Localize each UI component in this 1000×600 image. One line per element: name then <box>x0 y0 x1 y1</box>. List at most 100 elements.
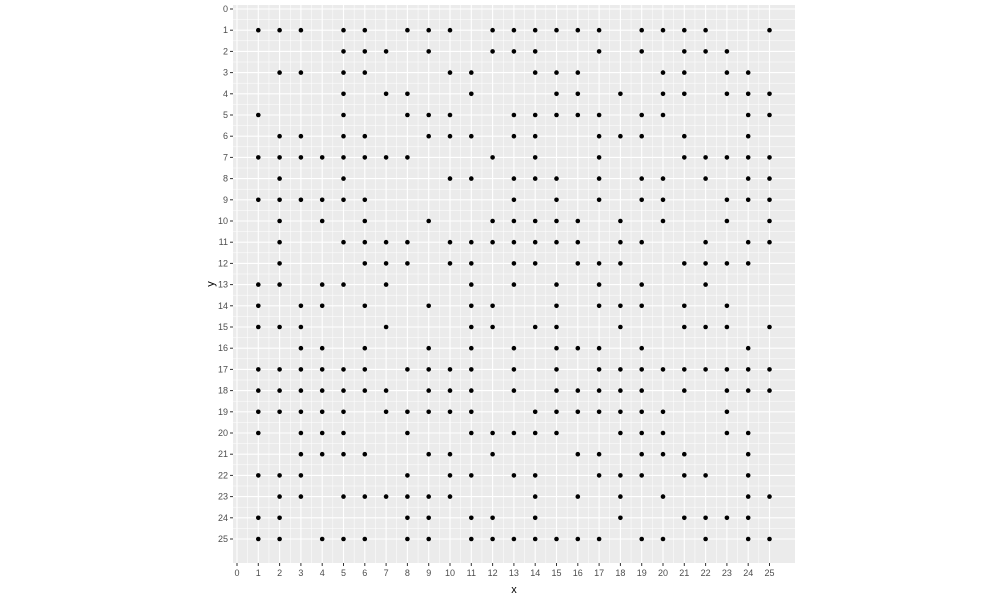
data-point <box>596 345 602 351</box>
data-point <box>532 239 538 245</box>
x-tick-label: 8 <box>405 568 410 578</box>
data-point <box>767 176 772 181</box>
y-tick-label: 22 <box>218 470 228 480</box>
data-point <box>703 515 708 521</box>
x-tick-label: 0 <box>234 568 239 578</box>
data-point <box>639 49 644 54</box>
y-tick-label: 25 <box>218 534 228 544</box>
data-point <box>596 261 602 266</box>
data-point <box>405 473 410 478</box>
data-point <box>341 451 346 457</box>
data-point <box>298 494 304 499</box>
data-point <box>596 409 602 415</box>
data-point <box>532 536 538 542</box>
y-tick-label: 15 <box>218 322 228 332</box>
y-tick-label: 0 <box>223 4 228 14</box>
data-point <box>660 367 666 372</box>
x-tick-label: 6 <box>362 568 367 578</box>
data-point <box>682 133 687 139</box>
x-tick-label: 9 <box>426 568 431 578</box>
data-point <box>724 91 730 97</box>
data-point <box>554 367 559 372</box>
data-point <box>362 451 368 457</box>
data-point <box>255 155 261 160</box>
data-point <box>767 91 772 97</box>
data-point <box>554 345 559 351</box>
data-point <box>426 303 432 309</box>
x-tick-label: 2 <box>277 568 282 578</box>
data-point <box>298 473 304 478</box>
data-point <box>426 536 432 542</box>
data-point <box>490 49 495 54</box>
data-point <box>767 155 772 160</box>
data-point <box>575 239 581 245</box>
data-point <box>618 239 623 245</box>
data-point <box>724 388 730 393</box>
data-point <box>639 388 644 393</box>
data-point <box>341 367 346 372</box>
data-point <box>405 239 410 245</box>
data-point <box>532 515 538 521</box>
data-point <box>298 27 304 33</box>
y-tick-label: 3 <box>223 68 228 78</box>
data-point <box>639 176 644 181</box>
data-point <box>618 218 623 224</box>
data-point <box>426 133 432 139</box>
data-point <box>469 345 474 351</box>
data-point <box>618 409 623 415</box>
data-point <box>490 239 495 245</box>
data-point <box>298 430 304 436</box>
data-point <box>703 239 708 245</box>
data-point <box>703 155 708 160</box>
data-point <box>554 239 559 245</box>
data-point <box>745 91 751 97</box>
data-point <box>383 155 389 160</box>
data-point <box>469 282 474 287</box>
data-point <box>277 176 282 181</box>
data-point <box>554 282 559 287</box>
data-point <box>703 49 708 54</box>
data-point <box>255 430 261 436</box>
data-point <box>341 176 346 181</box>
data-point <box>532 112 538 118</box>
data-point <box>660 176 666 181</box>
data-point <box>319 536 325 542</box>
data-point <box>319 409 325 415</box>
data-point <box>469 367 474 372</box>
data-point <box>554 303 559 309</box>
data-point <box>703 473 708 478</box>
data-point <box>490 218 495 224</box>
data-point <box>447 367 453 372</box>
data-point <box>362 49 368 54</box>
y-tick-label: 19 <box>218 407 228 417</box>
data-point <box>639 282 644 287</box>
data-point <box>341 155 346 160</box>
data-point <box>511 133 517 139</box>
x-tick-label: 17 <box>594 568 604 578</box>
data-point <box>341 91 346 97</box>
data-point <box>341 133 346 139</box>
y-tick-label: 7 <box>223 152 228 162</box>
data-point <box>405 27 410 33</box>
data-point <box>447 176 453 181</box>
data-point <box>703 176 708 181</box>
data-point <box>596 112 602 118</box>
data-point <box>767 388 772 393</box>
data-point <box>575 345 581 351</box>
data-point <box>405 536 410 542</box>
data-point <box>319 218 325 224</box>
data-point <box>511 261 517 266</box>
data-point <box>639 303 644 309</box>
x-tick-label: 15 <box>551 568 561 578</box>
data-point <box>724 324 730 330</box>
data-point <box>255 324 261 330</box>
data-point <box>362 261 368 266</box>
data-point <box>298 197 304 203</box>
data-point <box>362 303 368 309</box>
data-point <box>596 388 602 393</box>
data-point <box>532 70 538 75</box>
data-point <box>447 112 453 118</box>
data-point <box>383 494 389 499</box>
data-point <box>255 388 261 393</box>
data-point <box>426 494 432 499</box>
